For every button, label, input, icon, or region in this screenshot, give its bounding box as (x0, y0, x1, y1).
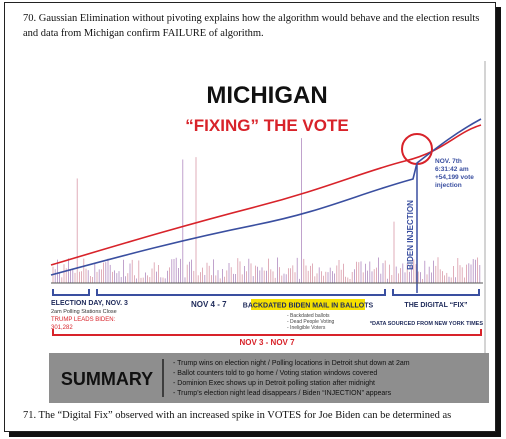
election-day: ELECTION DAY, NOV. 3 (51, 300, 128, 307)
graphic-title: MICHIGAN (206, 82, 327, 109)
summary-title: SUMMARY (61, 369, 153, 389)
backdated-item: - Dead People Voting (287, 319, 334, 325)
graphic-subtitle: “FIXING” THE VOTE (185, 116, 348, 135)
injection-note: 6:31:42 am (435, 166, 469, 173)
backdated-label: BACKDATED BIDEN MAIL IN BALLOTS (243, 303, 374, 310)
summary-item: - Trump wins on election night / Polling… (173, 360, 410, 367)
bracket (52, 329, 482, 336)
summary-band (49, 353, 489, 403)
digital-fix: THE DIGITAL “FIX” (404, 302, 467, 309)
source: *DATA SOURCED FROM NEW YORK TIMES (370, 321, 483, 327)
highlight (251, 299, 365, 310)
election-lead: TRUMP LEADS BIDEN: (51, 317, 116, 323)
paragraph: 70. Gaussian Elimination without pivotin… (23, 13, 480, 39)
infographic: MICHIGAN “FIXING” THE VOTE BIDEN INJECTI… (45, 61, 491, 407)
range-label: NOV 3 - NOV 7 (239, 338, 295, 347)
bracket (52, 289, 90, 296)
backdated-item: - Ineligible Voters (287, 325, 326, 331)
summary-item: - Ballot counters told to go home / Voti… (173, 370, 377, 377)
injection-note: NOV. 7th (435, 158, 462, 165)
red-line (50, 124, 482, 266)
injection-note: injection (435, 182, 462, 189)
election-note: 2am Polling Stations Close (51, 309, 117, 315)
spikes (52, 138, 481, 283)
period-label: NOV 4 - 7 (191, 300, 227, 309)
election-lead: 301,282 (51, 325, 73, 331)
injection-label: BIDEN INJECTION (406, 200, 415, 270)
injection-note: +54,199 vote (435, 174, 474, 181)
document-page: 70. Gaussian Elimination without pivotin… (4, 2, 496, 432)
paragraph: 71. The “Digital Fix” observed with an i… (23, 410, 452, 421)
backdated-item: - Backdated ballots (287, 313, 330, 319)
bracket (392, 289, 480, 296)
summary-item: - Trump’s election night lead disappears… (173, 390, 392, 397)
blue-line (50, 118, 482, 276)
summary-item: - Dominion Exec shows up in Detroit poll… (173, 380, 375, 387)
bracket (96, 289, 386, 296)
